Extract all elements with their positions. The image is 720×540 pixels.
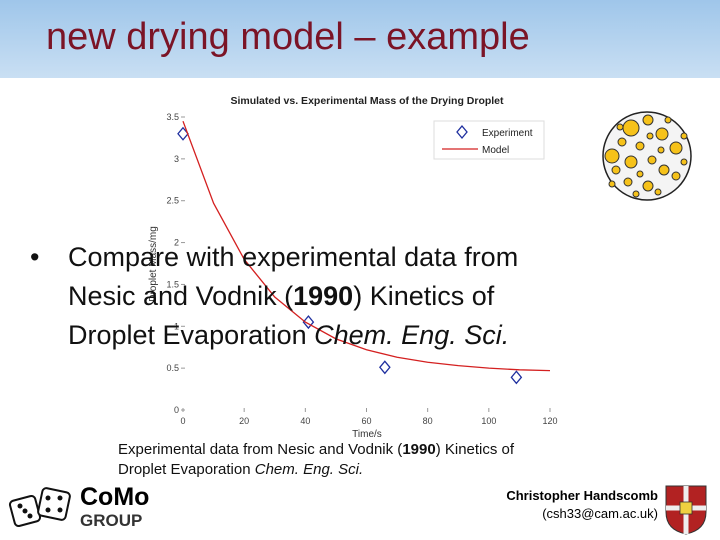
data-point xyxy=(379,360,391,375)
x-tick-label: 20 xyxy=(239,416,249,426)
author: Christopher Handscomb (csh33@cam.ac.uk) xyxy=(506,487,658,523)
logo: CoMo GROUP xyxy=(80,484,149,532)
bullet-text: Compare with experimental data from xyxy=(68,242,519,272)
caption-journal: Chem. Eng. Sci. xyxy=(254,461,364,478)
legend-label: Model xyxy=(482,145,509,156)
y-tick-label: 1 xyxy=(174,321,179,331)
caption-text: Experimental data from Nesic and Vodnik … xyxy=(118,441,403,458)
caption-text: ) Kinetics of xyxy=(435,441,515,458)
x-tick-label: 100 xyxy=(481,416,496,426)
x-tick-label: 60 xyxy=(361,416,371,426)
data-point xyxy=(302,315,315,330)
author-name: Christopher Handscomb xyxy=(506,488,658,503)
y-axis-label: Droplet Mass/mg xyxy=(148,226,159,302)
y-tick-label: 0 xyxy=(174,405,179,415)
crest xyxy=(665,485,707,535)
x-axis-label: Time/s xyxy=(352,429,382,440)
bullet-journal: Chem. Eng. Sci. xyxy=(314,320,510,350)
model-line xyxy=(182,120,551,372)
y-tick-label: 3.5 xyxy=(166,112,179,122)
bullet-text: Droplet Evaporation xyxy=(68,320,307,350)
slide-title: new drying model – example xyxy=(46,16,530,58)
legend-box xyxy=(433,120,545,160)
y-tick-label: 2 xyxy=(174,238,179,248)
legend-label: Experiment xyxy=(482,128,533,139)
caption: Experimental data from Nesic and Vodnik … xyxy=(118,440,514,480)
data-point xyxy=(510,370,523,385)
y-tick-label: 1.5 xyxy=(166,279,179,289)
x-tick-label: 40 xyxy=(300,416,310,426)
x-tick-label: 120 xyxy=(542,416,557,426)
bullet-year: 1990 xyxy=(293,281,354,311)
legend-marker xyxy=(456,124,468,140)
dice-logo xyxy=(8,487,71,528)
x-tick-label: 80 xyxy=(423,416,433,426)
caption-year: 1990 xyxy=(402,441,436,458)
y-tick-label: 0.5 xyxy=(166,363,179,373)
y-tick-label: 3 xyxy=(174,154,179,164)
bullet-text: Nesic and Vodnik ( xyxy=(68,281,294,311)
bullet: • Compare with experimental data from Ne… xyxy=(30,242,519,350)
caption-text: Droplet Evaporation xyxy=(118,461,251,478)
droplet-graphic xyxy=(602,111,692,201)
y-tick-label: 2.5 xyxy=(166,196,179,206)
chart-title: Simulated vs. Experimental Mass of the D… xyxy=(230,95,504,107)
author-email: (csh33@cam.ac.uk) xyxy=(542,506,658,521)
logo-name: CoMo xyxy=(80,483,150,511)
title-bar xyxy=(0,0,720,78)
logo-group: GROUP xyxy=(80,511,143,530)
x-tick-label: 0 xyxy=(180,416,185,426)
bullet-text: ) Kinetics of xyxy=(353,281,495,311)
